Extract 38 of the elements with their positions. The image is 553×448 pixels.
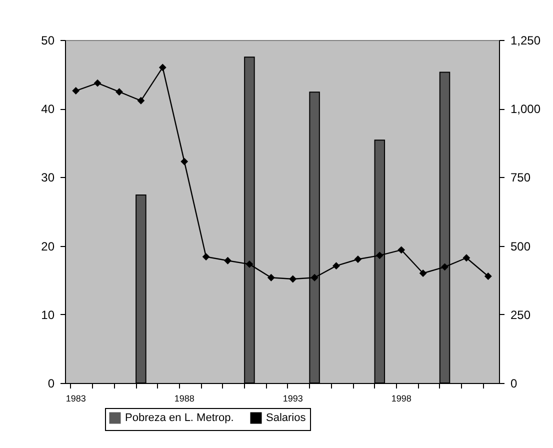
point: [137, 96, 145, 104]
y2-tick-label: 0: [510, 376, 518, 390]
point: [94, 79, 102, 87]
point: [158, 64, 166, 72]
point: [332, 262, 340, 270]
point: [289, 275, 297, 283]
x-tick-label: 1983: [66, 394, 86, 404]
point: [202, 253, 210, 260]
y2-tick-label: 1,250: [510, 34, 541, 48]
point: [441, 263, 448, 271]
point: [116, 88, 123, 96]
point: [180, 158, 188, 166]
y2-tick-label: 250: [510, 308, 531, 322]
point: [310, 274, 318, 282]
y-tick-label: 20: [41, 239, 55, 254]
legend-label: Pobreza en L. Metrop.: [125, 412, 234, 424]
x-tick-label: 1988: [174, 394, 194, 404]
x-tick-label: 1998: [391, 394, 412, 404]
point: [72, 87, 80, 94]
point: [376, 252, 384, 260]
x-tick-label: 1993: [282, 394, 303, 404]
legend-label: Salarios: [266, 412, 306, 424]
point: [462, 254, 470, 262]
point: [419, 270, 427, 277]
point: [354, 256, 362, 263]
point: [224, 256, 232, 264]
y2-tick-label: 1,000: [510, 102, 541, 116]
y-tick-label: 10: [41, 308, 55, 322]
y-tick-label: 0: [48, 376, 55, 390]
y-tick-label: 30: [41, 170, 55, 185]
point: [246, 260, 254, 268]
y2-tick-label: 750: [510, 170, 531, 185]
y2-tick-label: 500: [510, 239, 531, 254]
point: [398, 246, 406, 254]
y-tick-label: 50: [41, 34, 55, 48]
y-tick-label: 40: [41, 102, 55, 116]
point: [267, 274, 275, 282]
point: [484, 272, 492, 280]
